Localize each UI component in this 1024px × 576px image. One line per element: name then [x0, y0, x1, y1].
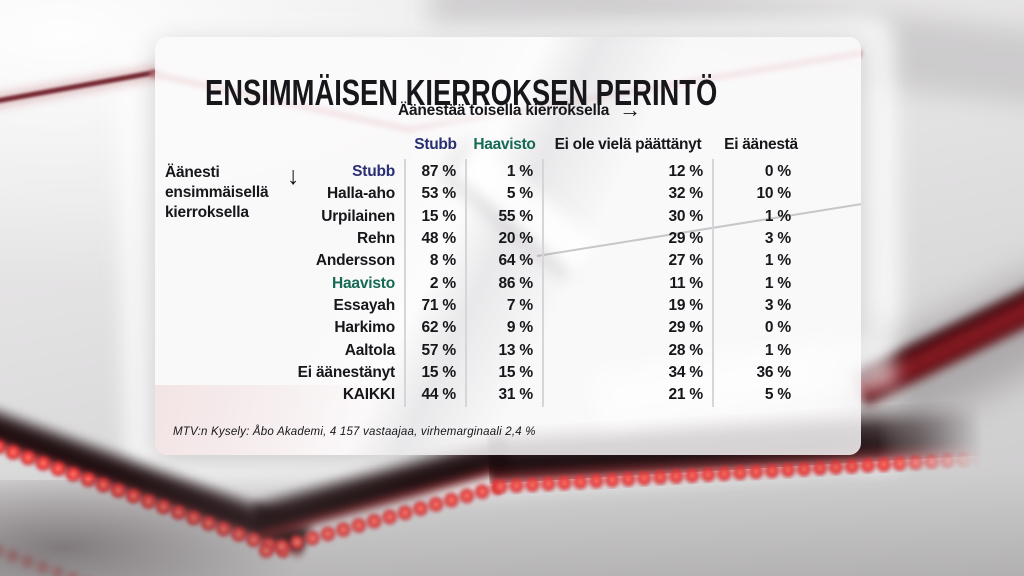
row-label: Urpilainen	[321, 207, 395, 225]
value-cell: 28 %	[668, 341, 703, 359]
table-row: KAIKKI 44 % 31 % 21 % 5 %	[155, 384, 861, 406]
column-header: Haavisto	[473, 136, 536, 153]
row-label: Andersson	[315, 252, 395, 270]
value-cell: 44 %	[421, 386, 456, 404]
value-cell: 13 %	[498, 341, 533, 359]
table-row: Ei äänestänyt 15 % 15 % 34 % 36 %	[155, 362, 861, 384]
corner-shadow	[0, 480, 310, 576]
table-row: Harkimo 62 % 9 % 29 % 0 %	[155, 317, 861, 339]
column-header: Stubb	[414, 136, 457, 153]
value-cell: 53 %	[421, 185, 456, 203]
value-cell: 15 %	[498, 363, 533, 381]
value-cell: 5 %	[764, 386, 791, 404]
value-cell: 3 %	[764, 230, 791, 248]
column-axis-text: Äänestää toisella kierroksella	[398, 102, 610, 119]
value-cell: 34 %	[668, 363, 703, 381]
value-cell: 20 %	[498, 230, 533, 248]
column-divider	[465, 159, 467, 407]
value-cell: 57 %	[421, 341, 456, 359]
column-divider	[542, 159, 544, 407]
value-cell: 5 %	[506, 185, 533, 203]
value-cell: 48 %	[421, 230, 456, 248]
value-cell: 7 %	[506, 296, 533, 314]
table-row: Aaltola 57 % 13 % 28 % 1 %	[155, 339, 861, 361]
table-row: Halla-aho 53 % 5 % 32 % 10 %	[155, 183, 861, 205]
value-cell: 29 %	[668, 230, 703, 248]
row-label: Haavisto	[331, 274, 395, 292]
table-row: Urpilainen 15 % 55 % 30 % 1 %	[155, 206, 861, 228]
value-cell: 15 %	[421, 363, 456, 381]
value-cell: 86 %	[498, 274, 533, 292]
table-row: Andersson 8 % 64 % 27 % 1 %	[155, 250, 861, 272]
value-cell: 0 %	[764, 319, 791, 337]
poll-table-card: ENSIMMÄISEN KIERROKSEN PERINTÖ Äänestää …	[155, 37, 898, 455]
table-row: Stubb 87 % 1 % 12 % 0 %	[155, 161, 861, 183]
right-arrow-icon: →	[619, 96, 641, 122]
value-cell: 62 %	[421, 319, 456, 337]
value-cell: 21 %	[668, 386, 703, 404]
value-cell: 15 %	[421, 207, 456, 225]
value-cell: 87 %	[421, 163, 456, 181]
source-note: MTV:n Kysely: Åbo Akademi, 4 157 vastaaj…	[173, 426, 536, 438]
value-cell: 2 %	[429, 274, 456, 292]
row-label: Ei äänestänyt	[297, 363, 396, 381]
value-cell: 29 %	[668, 319, 703, 337]
floor-shade	[0, 470, 1024, 576]
row-label: KAIKKI	[342, 386, 395, 404]
table-rows: Stubb 87 % 1 % 12 % 0 % Halla-aho 53 % 5 % 32 % 1…	[155, 161, 861, 406]
row-label: Halla-aho	[327, 185, 395, 203]
value-cell: 1 %	[764, 207, 791, 225]
table-row: Rehn 48 % 20 % 29 % 3 %	[155, 228, 861, 250]
column-divider	[712, 159, 714, 407]
table-header-row: Stubb Haavisto Ei ole vielä päättänyt Ei ää…	[155, 136, 861, 154]
value-cell: 32 %	[668, 185, 703, 203]
value-cell: 27 %	[668, 252, 703, 270]
value-cell: 55 %	[498, 207, 533, 225]
value-cell: 30 %	[668, 207, 703, 225]
value-cell: 9 %	[506, 319, 533, 337]
value-cell: 1 %	[764, 274, 791, 292]
value-cell: 1 %	[506, 163, 533, 181]
value-cell: 12 %	[668, 163, 703, 181]
column-header: Ei ole vielä päättänyt	[554, 136, 702, 153]
row-label: Rehn	[357, 230, 395, 248]
value-cell: 3 %	[764, 296, 791, 314]
row-label: Stubb	[352, 163, 395, 181]
value-cell: 36 %	[756, 363, 791, 381]
table-row: Essayah 71 % 7 % 19 % 3 %	[155, 295, 861, 317]
value-cell: 11 %	[669, 274, 703, 292]
value-cell: 71 %	[421, 296, 456, 314]
value-cell: 19 %	[668, 296, 703, 314]
column-divider	[404, 159, 406, 407]
row-label: Harkimo	[334, 319, 395, 337]
column-header: Ei äänestä	[724, 136, 798, 153]
value-cell: 8 %	[429, 252, 456, 270]
value-cell: 1 %	[764, 341, 791, 359]
value-cell: 10 %	[756, 185, 791, 203]
value-cell: 31 %	[498, 386, 533, 404]
row-label: Aaltola	[344, 341, 395, 359]
row-label: Essayah	[333, 296, 395, 314]
column-axis-label: Äänestää toisella kierroksella →	[398, 96, 641, 122]
value-cell: 0 %	[764, 163, 791, 181]
value-cell: 64 %	[498, 252, 533, 270]
table-row: Haavisto 2 % 86 % 11 % 1 %	[155, 272, 861, 294]
value-cell: 1 %	[764, 252, 791, 270]
